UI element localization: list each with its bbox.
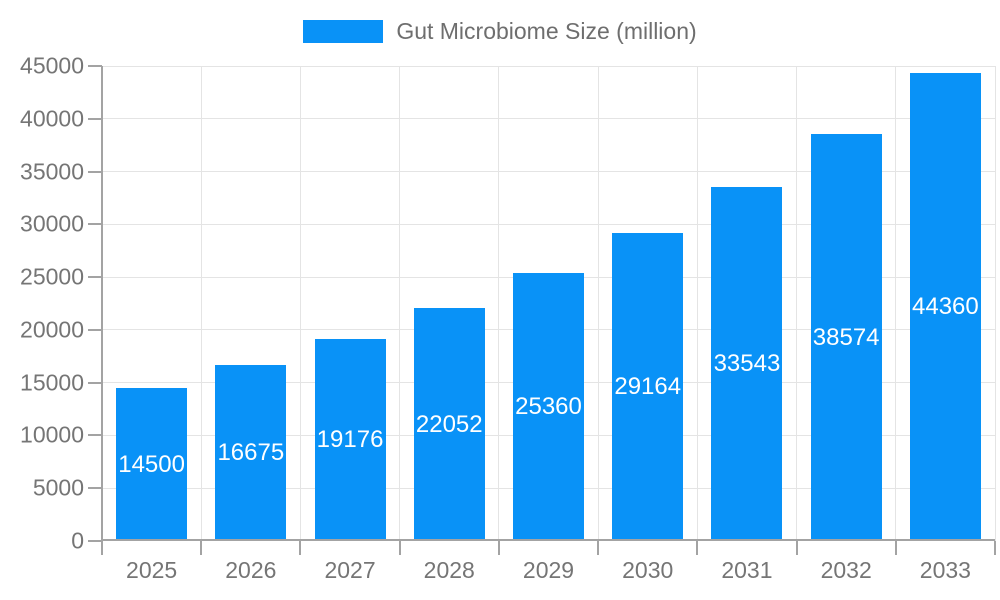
- y-axis-tick-label: 25000: [20, 263, 84, 290]
- y-axis-tick-label: 0: [71, 527, 84, 554]
- y-axis-tick-label: 20000: [20, 316, 84, 343]
- bar-value-label: 25360: [515, 393, 582, 420]
- y-axis-tick: [88, 65, 102, 67]
- bar-value-label: 44360: [912, 293, 979, 320]
- bar-value-label: 14500: [118, 450, 185, 478]
- x-axis-tick: [696, 541, 699, 555]
- bar-value-label: 33543: [713, 350, 781, 377]
- bar-value-label: 29164: [614, 373, 682, 400]
- x-axis-tick: [597, 541, 600, 555]
- x-axis-tick-label: 2030: [622, 557, 674, 583]
- x-gridline: [796, 66, 798, 541]
- y-axis-tick: [88, 223, 102, 226]
- bar-value-label: 38574: [812, 323, 880, 351]
- x-axis-tick-label: 2031: [721, 557, 773, 583]
- x-axis-tick: [200, 541, 203, 555]
- y-axis-tick: [88, 276, 102, 279]
- bar[interactable]: 33543: [711, 187, 783, 541]
- x-axis-tick: [894, 541, 897, 555]
- x-axis-tick: [299, 541, 302, 555]
- y-axis-line: [101, 66, 103, 555]
- bar[interactable]: 19176: [314, 339, 386, 541]
- bar[interactable]: 16675: [215, 365, 287, 541]
- x-gridline: [994, 66, 996, 541]
- x-axis-tick: [795, 541, 798, 555]
- y-axis-tick: [88, 487, 102, 490]
- y-axis-tick: [88, 381, 102, 384]
- y-axis-tick: [88, 540, 102, 542]
- x-axis-tick: [994, 541, 996, 555]
- bar-value-label: 22052: [415, 410, 483, 438]
- legend-swatch: [303, 19, 384, 43]
- x-gridline: [498, 66, 500, 541]
- bar[interactable]: 44360: [909, 73, 981, 541]
- x-axis-line: [102, 539, 995, 541]
- bar[interactable]: 38574: [810, 134, 882, 541]
- x-axis-tick-label: 2033: [919, 557, 971, 583]
- y-axis-tick-label: 40000: [20, 105, 84, 132]
- x-gridline: [299, 66, 301, 541]
- legend[interactable]: Gut Microbiome Size (million): [0, 17, 1000, 45]
- y-axis-tick: [88, 328, 102, 331]
- bar-value-label: 16675: [217, 439, 285, 466]
- x-gridline: [399, 66, 401, 541]
- y-axis-tick: [88, 434, 102, 437]
- x-axis-tick-label: 2025: [126, 557, 178, 583]
- x-gridline: [597, 66, 599, 541]
- x-gridline: [895, 66, 897, 541]
- y-gridline: [102, 118, 995, 120]
- legend-label: Gut Microbiome Size (million): [396, 17, 697, 44]
- y-gridline: [102, 223, 995, 225]
- y-gridline: [102, 65, 995, 67]
- x-axis-tick: [497, 541, 500, 555]
- x-axis-tick-label: 2027: [324, 557, 376, 583]
- y-axis-tick: [88, 117, 102, 120]
- x-gridline: [696, 66, 698, 541]
- bar[interactable]: 29164: [612, 233, 684, 541]
- y-axis-tick-label: 5000: [32, 474, 84, 501]
- x-axis-tick: [398, 541, 401, 555]
- bar[interactable]: 14500: [116, 388, 188, 541]
- y-axis-tick: [88, 170, 102, 173]
- plot-area: 14500 16675 19176 22052 25360 29164 33543 38574…: [101, 65, 996, 555]
- y-axis-tick-label: 30000: [20, 210, 84, 237]
- bar[interactable]: 25360: [513, 273, 584, 541]
- x-gridline: [200, 66, 202, 541]
- y-gridline: [102, 171, 995, 173]
- y-axis-tick-label: 15000: [20, 369, 84, 396]
- bar[interactable]: 22052: [413, 308, 485, 541]
- y-axis-tick-label: 10000: [20, 421, 84, 448]
- x-axis-tick-label: 2029: [522, 557, 575, 583]
- y-axis-tick-label: 35000: [20, 158, 84, 185]
- y-axis-tick-label: 45000: [20, 52, 84, 79]
- x-axis-tick-label: 2026: [225, 557, 277, 583]
- x-axis-tick-label: 2028: [423, 557, 475, 583]
- bar-value-label: 19176: [316, 426, 384, 453]
- x-axis-tick-label: 2032: [820, 557, 872, 583]
